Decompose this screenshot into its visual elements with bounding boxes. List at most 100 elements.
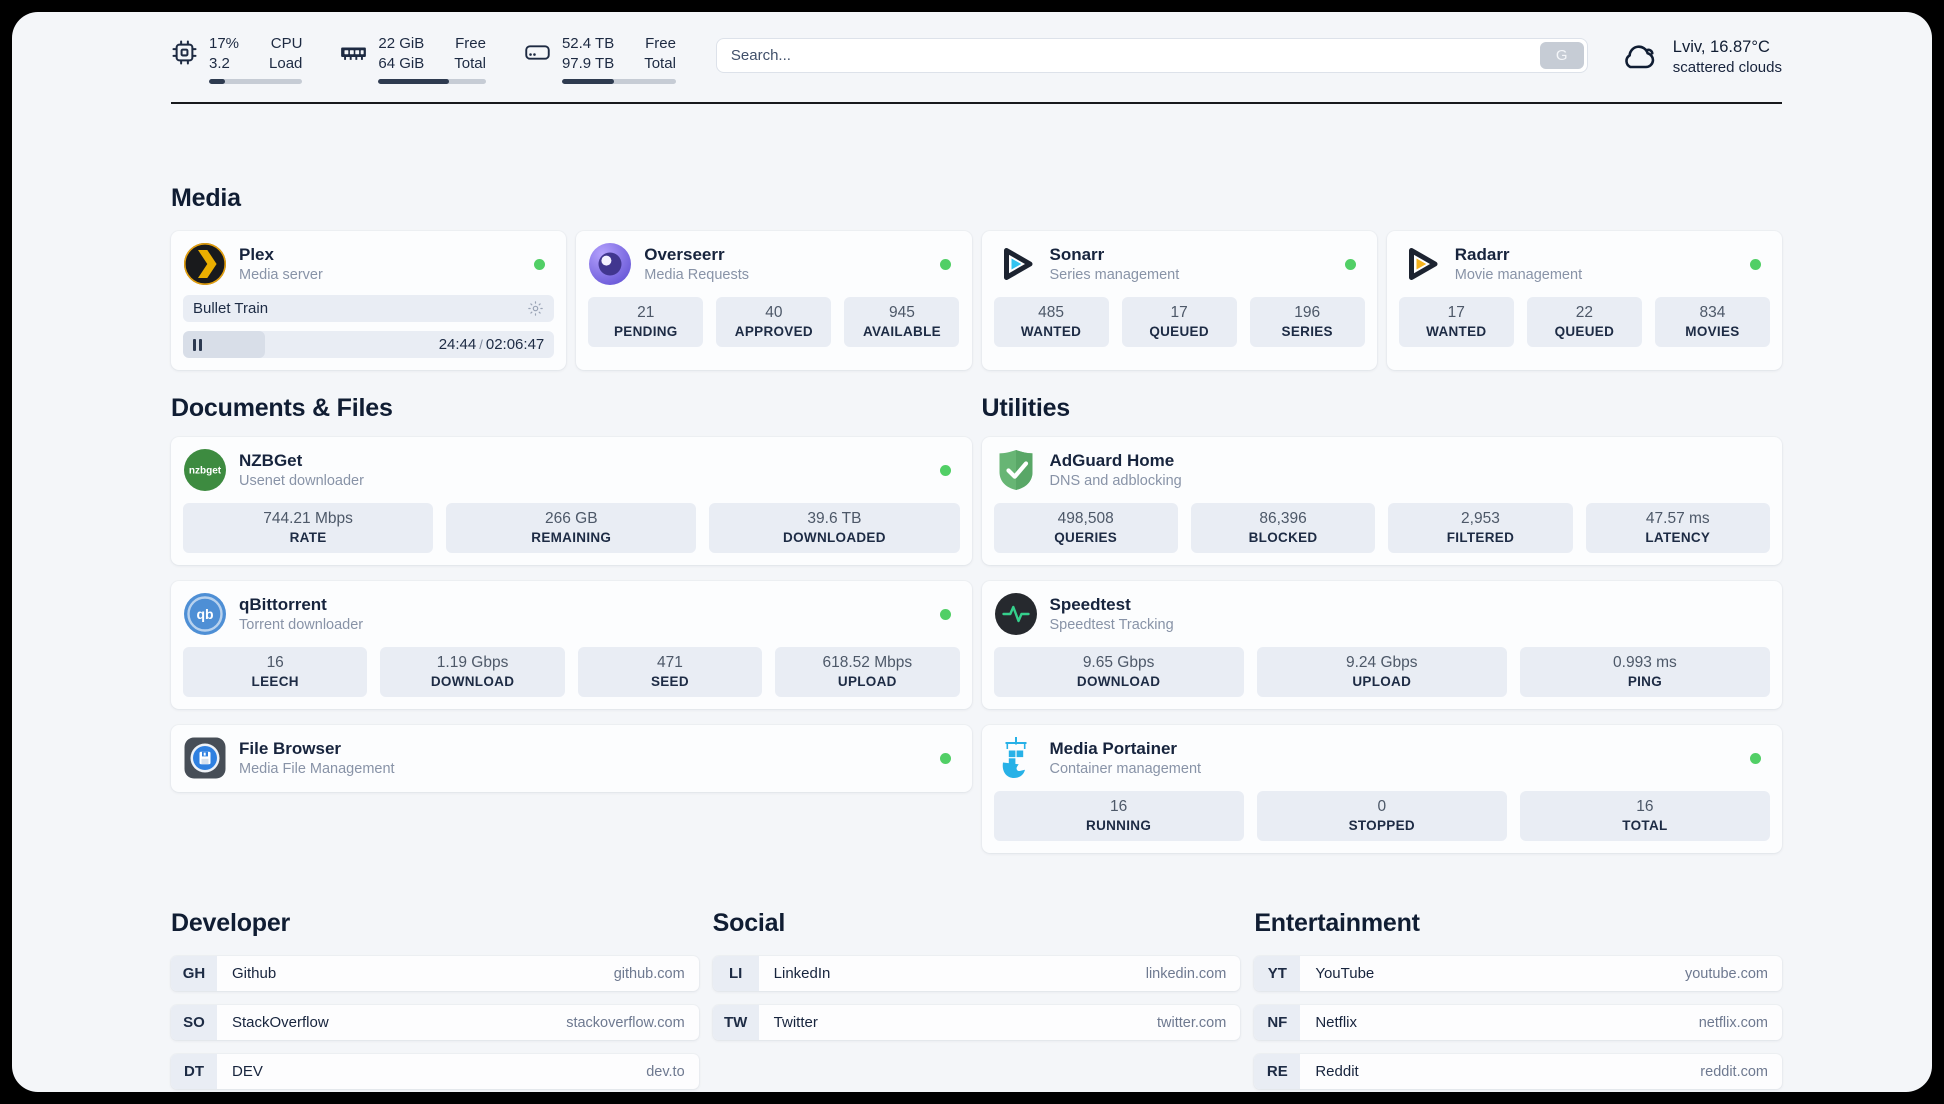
pause-button[interactable]	[193, 338, 202, 351]
service-header: Plex Media server	[183, 242, 554, 286]
stat-approved: 40 APPROVED	[716, 297, 832, 347]
service-meta: Sonarr Series management	[1050, 244, 1180, 284]
bookmark-abbr: NF	[1254, 1005, 1301, 1040]
service-name: qBittorrent	[239, 594, 327, 614]
bookmark-linkedin[interactable]: LI LinkedIn linkedin.com	[712, 956, 1241, 991]
stat-value: 16	[266, 654, 284, 671]
cpu-widget: 17% CPU 3.2 Load	[171, 34, 303, 84]
service-card-sonarr[interactable]: Sonarr Series management 485 WANTED 17 QUEUED…	[981, 231, 1377, 370]
sonarr-icon	[994, 242, 1038, 286]
bookmark-github[interactable]: GH Github github.com	[171, 956, 699, 991]
section-title-utilities: Utilities	[981, 394, 1071, 422]
widget-value: 52.4 TB	[561, 35, 615, 52]
service-meta: Plex Media server	[239, 244, 323, 284]
stat-leech: 16 LEECH	[183, 647, 368, 697]
stats-row: 16 LEECH 1.19 Gbps DOWNLOAD 471 SEED 618.52 Mb…	[183, 647, 960, 697]
bookmark-stackoverflow[interactable]: SO StackOverflow stackoverflow.com	[171, 1005, 699, 1040]
qbittorrent-icon: qb	[183, 592, 227, 636]
bookmark-name: StackOverflow	[232, 1014, 329, 1031]
service-meta: AdGuard Home DNS and adblocking	[1050, 450, 1182, 490]
plex-icon	[183, 242, 227, 286]
stat-label: FILTERED	[1446, 530, 1515, 545]
service-subtitle: Container management	[1049, 761, 1202, 778]
stat-label: UPLOAD	[837, 674, 897, 689]
service-card-nzbget[interactable]: nzbget NZBGet Usenet downloader 744.21 Mbps…	[171, 437, 972, 565]
stat-ping: 0.993 ms PING	[1519, 647, 1771, 697]
service-subtitle: Usenet downloader	[239, 473, 364, 490]
nzbget-icon: nzbget	[183, 448, 227, 492]
service-subtitle: Torrent downloader	[239, 617, 364, 634]
stat-latency: 47.57 ms LATENCY	[1585, 503, 1770, 553]
bookmark-url: twitter.com	[1157, 1014, 1227, 1031]
media-card-grid: Plex Media server Bullet Train 24:44/02:06:…	[171, 231, 1782, 370]
stat-value: 485	[1038, 304, 1064, 321]
service-header: Sonarr Series management	[994, 242, 1365, 286]
stat-value: 17	[1170, 304, 1188, 321]
bookmark-abbr: GH	[171, 956, 217, 991]
stat-label: DOWNLOADED	[783, 530, 886, 545]
service-name: File Browser	[239, 738, 342, 758]
bookmark-abbr: YT	[1254, 956, 1301, 991]
bookmark-group-social: Social LI LinkedIn linkedin.com TW Twitter twi…	[712, 909, 1241, 1092]
stats-row: 21 PENDING 40 APPROVED 945 AVAILABLE	[588, 297, 960, 347]
stat-queries: 498,508 QUERIES	[993, 503, 1178, 553]
service-card-plex[interactable]: Plex Media server Bullet Train 24:44/02:06:…	[171, 231, 567, 370]
service-card-speedtest[interactable]: Speedtest Speedtest Tracking 9.65 Gbps DOWN…	[981, 581, 1782, 709]
now-playing-row: Bullet Train	[183, 295, 555, 322]
stat-value: 21	[637, 304, 655, 321]
bookmark-url: stackoverflow.com	[566, 1014, 685, 1031]
widget-body: 52.4 TB Free 97.9 TB Total	[561, 34, 676, 84]
service-meta: Overseerr Media Requests	[644, 244, 749, 284]
stat-value: 16	[1109, 798, 1128, 815]
stat-available: 945 AVAILABLE	[844, 297, 960, 347]
playback-progress-fill	[183, 331, 265, 358]
service-name: Speedtest	[1049, 594, 1131, 614]
stat-label: RUNNING	[1086, 818, 1152, 833]
bookmark-name: Github	[232, 965, 277, 982]
status-indicator	[939, 464, 951, 476]
search-go-button[interactable]: G	[1539, 42, 1584, 69]
bookmark-youtube[interactable]: YT YouTube youtube.com	[1254, 956, 1782, 991]
widget-label: Free	[645, 35, 676, 52]
stat-label: QUEUED	[1554, 324, 1615, 339]
bookmark-name: Reddit	[1315, 1063, 1359, 1080]
service-card-radarr[interactable]: Radarr Movie management 17 WANTED 22 QUEUED 83…	[1386, 231, 1782, 370]
stat-value: 2,953	[1461, 510, 1500, 527]
service-header: Speedtest Speedtest Tracking	[994, 592, 1771, 636]
widget-body: 22 GiB Free 64 GiB Total	[378, 34, 486, 84]
service-card-file-browser[interactable]: File Browser Media File Management	[171, 725, 972, 792]
widget-label: Total	[644, 54, 676, 72]
adguard-icon	[994, 448, 1038, 492]
service-card-media-portainer[interactable]: Media Portainer Container management 16 RUN…	[981, 725, 1782, 853]
bookmark-netflix[interactable]: NF Netflix netflix.com	[1254, 1005, 1782, 1040]
bookmark-reddit[interactable]: RE Reddit reddit.com	[1254, 1054, 1782, 1089]
status-indicator	[1750, 752, 1761, 764]
widget-label: CPU	[270, 35, 303, 52]
time-separator: /	[479, 337, 483, 352]
bookmark-twitter[interactable]: TW Twitter twitter.com	[712, 1005, 1241, 1040]
stat-value: 498,508	[1057, 510, 1114, 527]
service-card-overseerr[interactable]: Overseerr Media Requests 21 PENDING 40 APPROV…	[576, 231, 972, 370]
service-card-adguard-home[interactable]: AdGuard Home DNS and adblocking 498,508 QUE…	[981, 437, 1782, 565]
column-utilities: Utilities AdGuard Home DNS and adblocking…	[981, 394, 1782, 869]
ram-widget: 22 GiB Free 64 GiB Total	[340, 34, 486, 84]
widget-value: 17%	[209, 35, 240, 52]
widget-value: 22 GiB	[378, 35, 425, 52]
service-name: Media Portainer	[1049, 738, 1178, 758]
cpu-icon	[171, 39, 198, 66]
stat-label: PENDING	[613, 324, 678, 339]
service-meta: File Browser Media File Management	[239, 738, 395, 778]
service-card-qbittorrent[interactable]: qb qBittorrent Torrent downloader 16 LEECH 1.…	[171, 581, 972, 709]
widget-readout: 22 GiB Free 64 GiB Total	[378, 34, 486, 73]
service-subtitle: Media server	[239, 267, 323, 284]
stat-pending: 21 PENDING	[588, 297, 704, 347]
stat-value: 0.993 ms	[1613, 654, 1677, 671]
bookmark-dev[interactable]: DT DEV dev.to	[171, 1054, 699, 1089]
weather-location: Lviv, 16.87°C	[1672, 37, 1770, 56]
widget-value: 97.9 TB	[561, 54, 615, 72]
bookmark-abbr: RE	[1254, 1054, 1301, 1089]
search-input[interactable]	[715, 38, 1588, 73]
stat-queued: 17 QUEUED	[1121, 297, 1237, 347]
weather-widget: Lviv, 16.87°C scattered clouds	[1618, 36, 1782, 78]
gear-icon[interactable]	[527, 300, 544, 317]
